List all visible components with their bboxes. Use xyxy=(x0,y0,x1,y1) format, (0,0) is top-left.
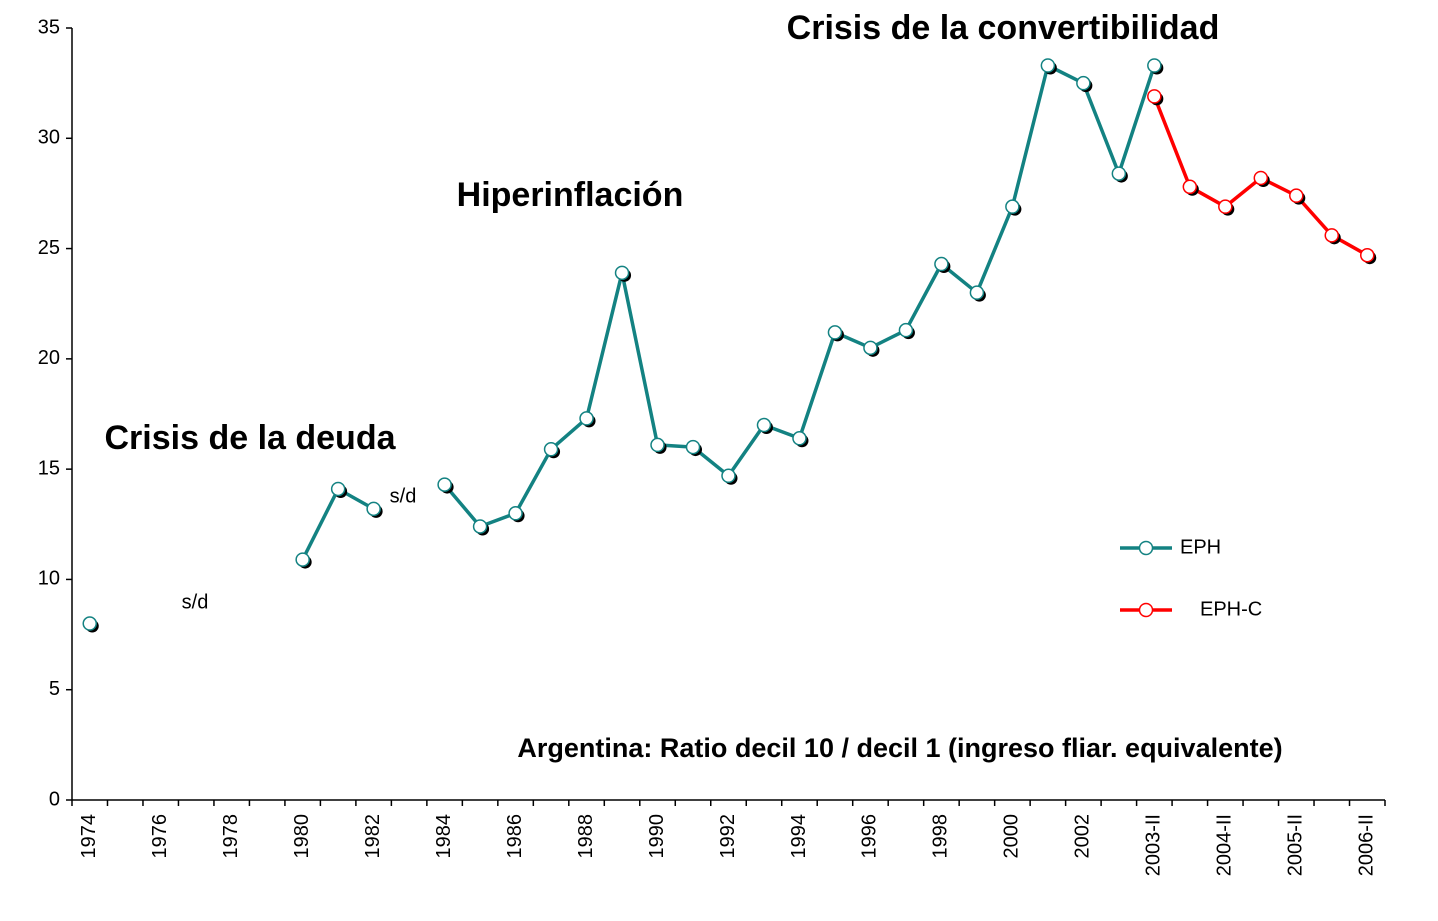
x-tick-label: 1998 xyxy=(930,814,952,859)
marker xyxy=(1111,166,1127,181)
x-tick-label: 1988 xyxy=(575,814,597,859)
marker xyxy=(437,477,452,492)
y-tick-label: 5 xyxy=(49,678,60,700)
y-tick-label: 35 xyxy=(38,16,60,38)
series-line xyxy=(301,63,1157,561)
legend-marker xyxy=(1138,540,1154,556)
x-tick-label: 2004-II xyxy=(1214,814,1236,876)
marker xyxy=(721,468,736,484)
annotation: s/d xyxy=(182,591,209,613)
marker xyxy=(898,322,914,338)
x-tick-label: 1982 xyxy=(362,814,384,859)
marker xyxy=(756,417,772,433)
marker xyxy=(1040,58,1056,73)
marker xyxy=(1253,170,1269,186)
marker xyxy=(863,340,878,356)
marker xyxy=(1360,247,1375,263)
y-tick-label: 10 xyxy=(38,568,60,590)
legend-label: EPH xyxy=(1180,536,1221,558)
marker xyxy=(543,442,559,457)
marker xyxy=(1324,228,1340,243)
x-tick-label: 1976 xyxy=(149,814,171,859)
marker xyxy=(1076,75,1091,91)
x-tick-label: 1996 xyxy=(859,814,881,859)
marker xyxy=(969,285,985,300)
x-tick-label: 2000 xyxy=(1001,814,1023,859)
y-tick-label: 25 xyxy=(38,237,60,259)
marker xyxy=(366,501,381,517)
marker xyxy=(508,506,523,521)
marker xyxy=(614,265,630,281)
marker xyxy=(1147,89,1162,104)
marker xyxy=(1147,58,1162,73)
marker xyxy=(1218,199,1233,214)
x-tick-label: 1992 xyxy=(717,814,739,859)
marker xyxy=(82,616,97,631)
marker xyxy=(295,552,310,567)
x-tick-label: 1986 xyxy=(504,814,526,859)
marker xyxy=(330,481,346,497)
marker xyxy=(685,439,701,455)
x-tick-label: 1990 xyxy=(646,814,668,859)
y-tick-label: 30 xyxy=(38,127,60,149)
x-tick-label: 2003-II xyxy=(1143,814,1165,876)
annotation: s/d xyxy=(390,485,417,507)
y-tick-label: 0 xyxy=(49,788,60,810)
marker xyxy=(650,437,665,453)
marker xyxy=(1289,188,1304,203)
annotation: Crisis de la deuda xyxy=(105,419,397,457)
marker xyxy=(934,256,949,272)
annotation: Hiperinflación xyxy=(457,176,684,214)
x-tick-label: 1980 xyxy=(291,814,313,859)
x-tick-label: 2002 xyxy=(1072,814,1094,859)
x-tick-label: 2005-II xyxy=(1285,814,1307,876)
x-tick-label: 2006-II xyxy=(1356,814,1378,876)
marker xyxy=(827,325,843,340)
x-tick-label: 1984 xyxy=(433,814,455,859)
x-tick-label: 1974 xyxy=(78,814,100,859)
y-tick-label: 15 xyxy=(38,457,60,479)
x-tick-label: 1994 xyxy=(788,814,810,859)
marker xyxy=(472,519,488,534)
chart-title: Argentina: Ratio decil 10 / decil 1 (ing… xyxy=(517,733,1282,763)
marker xyxy=(1005,199,1020,214)
marker xyxy=(579,411,594,426)
marker xyxy=(792,431,807,446)
marker xyxy=(1182,179,1198,195)
y-tick-label: 20 xyxy=(38,347,60,369)
annotation: Crisis de la convertibilidad xyxy=(787,9,1220,47)
legend-marker xyxy=(1138,602,1154,618)
x-tick-label: 1978 xyxy=(220,814,242,859)
legend-label: EPH-C xyxy=(1200,598,1262,620)
